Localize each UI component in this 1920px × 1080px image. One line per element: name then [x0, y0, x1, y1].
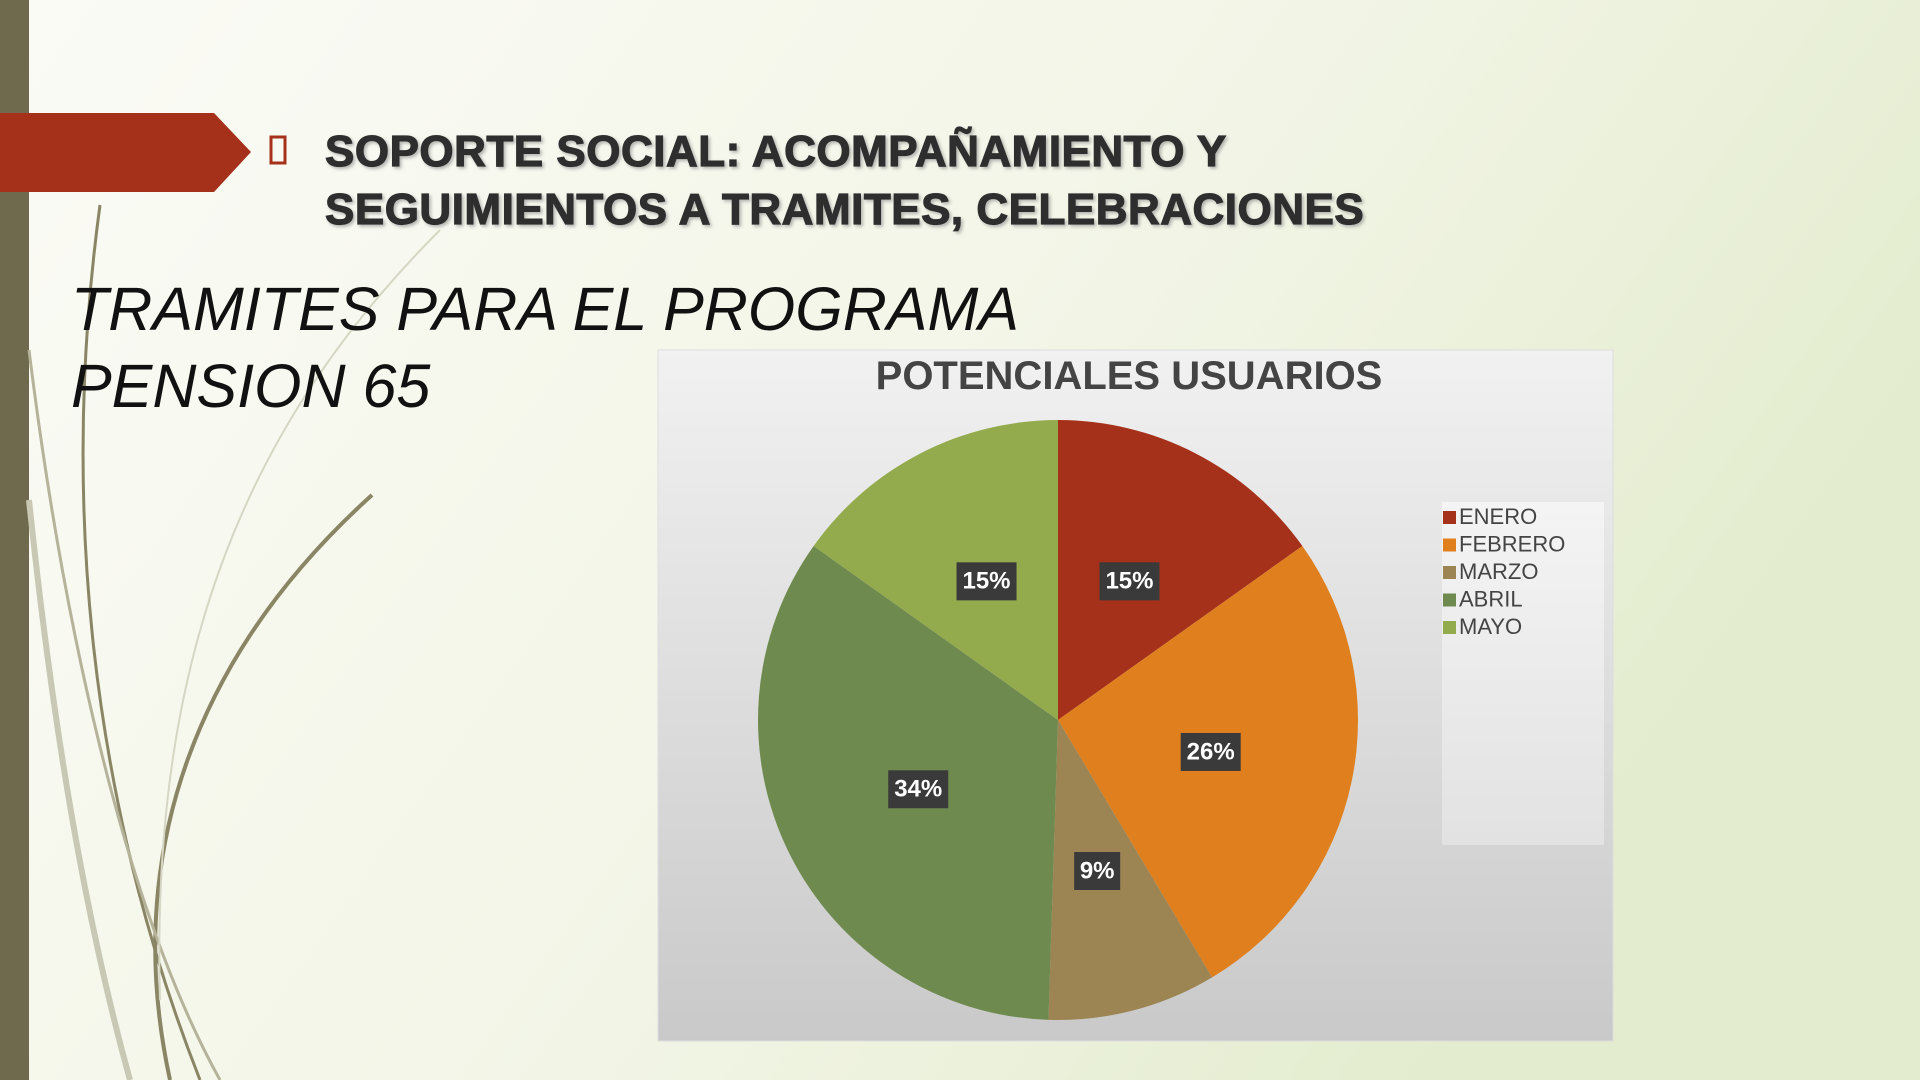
- pie-slice: [813, 420, 1058, 720]
- chart-title: POTENCIALES USUARIOS: [876, 354, 1383, 398]
- bullet: [269, 135, 287, 165]
- value-label: 34%: [894, 776, 942, 803]
- value-label-box: [1074, 852, 1121, 890]
- legend-swatch: [1443, 621, 1456, 634]
- heading: TRAMITES PARA EL PROGRAMA: [71, 275, 1019, 343]
- legend-label: MAYO: [1459, 614, 1522, 639]
- value-label-box: [956, 562, 1017, 601]
- legend-label: ENERO: [1459, 504, 1537, 529]
- pie-slice: [1048, 720, 1213, 1020]
- value-label-box: [888, 770, 949, 809]
- value-label: 26%: [1187, 738, 1235, 765]
- legend-swatch: [1443, 538, 1456, 552]
- legend-label: MARZO: [1459, 559, 1538, 584]
- legend-swatch: [1443, 511, 1456, 524]
- value-label-box: [1180, 732, 1241, 771]
- value-label: 15%: [962, 568, 1010, 595]
- heading: PENSION 65: [71, 352, 431, 420]
- legend-swatch: [1443, 566, 1456, 579]
- slide-title: SEGUIMIENTOS A TRAMITES, CELEBRACIONES: [325, 185, 1364, 234]
- decoration: [26, 204, 441, 1080]
- banner-arrow: [0, 113, 251, 192]
- value-label: 15%: [1105, 568, 1153, 595]
- value-label-box: [1099, 562, 1160, 601]
- legend-swatch: [1443, 593, 1456, 607]
- legend-label: ABRIL: [1459, 586, 1523, 611]
- pie-slice: [1058, 420, 1303, 720]
- legend-panel: [1442, 502, 1604, 845]
- slide-title: SOPORTE SOCIAL: ACOMPAÑAMIENTO Y: [325, 126, 1227, 176]
- value-label: 9%: [1080, 857, 1115, 884]
- legend-label: FEBRERO: [1459, 531, 1565, 556]
